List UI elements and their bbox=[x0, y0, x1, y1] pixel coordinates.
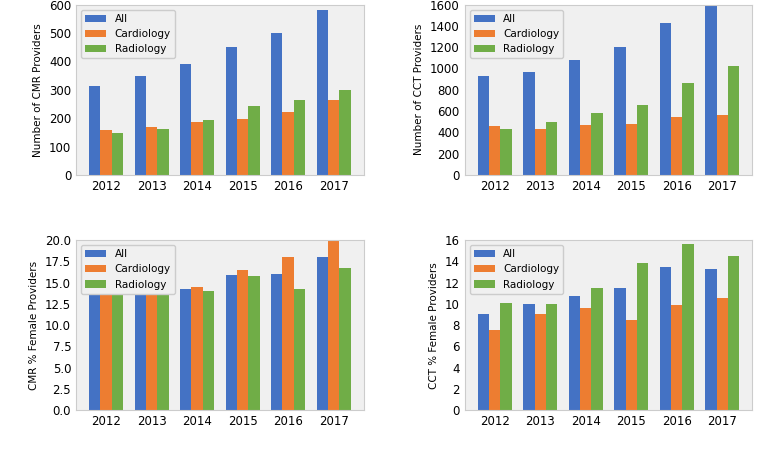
Bar bbox=[237, 270, 249, 410]
Bar bbox=[614, 47, 625, 175]
Bar bbox=[728, 66, 739, 175]
Bar bbox=[89, 86, 100, 175]
Bar bbox=[717, 115, 728, 175]
Bar bbox=[340, 268, 351, 410]
Bar bbox=[489, 126, 500, 175]
Bar bbox=[192, 123, 203, 175]
Bar bbox=[500, 129, 511, 175]
Bar bbox=[546, 122, 557, 175]
Bar bbox=[100, 129, 112, 175]
Bar bbox=[157, 129, 169, 175]
Bar bbox=[568, 60, 580, 175]
Bar bbox=[637, 105, 648, 175]
Bar bbox=[203, 120, 214, 175]
Bar bbox=[328, 236, 340, 410]
Bar bbox=[100, 270, 112, 410]
Bar bbox=[477, 314, 489, 410]
Bar bbox=[237, 119, 249, 175]
Bar bbox=[568, 296, 580, 410]
Bar bbox=[135, 283, 146, 410]
Bar bbox=[283, 257, 294, 410]
Bar bbox=[534, 314, 546, 410]
Bar bbox=[682, 244, 694, 410]
Bar bbox=[328, 100, 340, 175]
Bar bbox=[477, 76, 489, 175]
Bar bbox=[625, 320, 637, 410]
Bar bbox=[625, 124, 637, 175]
Bar bbox=[489, 331, 500, 410]
Bar bbox=[112, 293, 123, 410]
Bar bbox=[671, 117, 682, 175]
Bar bbox=[146, 127, 157, 175]
Bar bbox=[249, 276, 260, 410]
Bar bbox=[660, 267, 671, 410]
Bar bbox=[317, 257, 328, 410]
Bar bbox=[591, 113, 603, 175]
Bar bbox=[317, 10, 328, 175]
Legend: All, Cardiology, Radiology: All, Cardiology, Radiology bbox=[81, 10, 175, 59]
Bar bbox=[249, 106, 260, 175]
Bar bbox=[705, 0, 717, 175]
Bar bbox=[112, 133, 123, 175]
Y-axis label: CCT % Female Providers: CCT % Female Providers bbox=[429, 262, 439, 388]
Y-axis label: CMR % Female Providers: CMR % Female Providers bbox=[30, 261, 40, 390]
Bar bbox=[271, 274, 283, 410]
Bar bbox=[146, 287, 157, 410]
Y-axis label: Number of CCT Providers: Number of CCT Providers bbox=[414, 24, 424, 156]
Legend: All, Cardiology, Radiology: All, Cardiology, Radiology bbox=[470, 245, 563, 294]
Bar bbox=[591, 288, 603, 410]
Bar bbox=[637, 263, 648, 410]
Bar bbox=[717, 299, 728, 410]
Bar bbox=[294, 290, 306, 410]
Bar bbox=[180, 290, 192, 410]
Bar bbox=[294, 100, 306, 175]
Y-axis label: Number of CMR Providers: Number of CMR Providers bbox=[33, 23, 43, 156]
Bar bbox=[682, 83, 694, 175]
Bar bbox=[271, 33, 283, 175]
Bar bbox=[203, 291, 214, 410]
Bar bbox=[660, 23, 671, 175]
Bar bbox=[283, 112, 294, 175]
Bar bbox=[728, 256, 739, 410]
Bar bbox=[614, 288, 625, 410]
Bar bbox=[340, 90, 351, 175]
Bar bbox=[523, 72, 534, 175]
Bar bbox=[671, 305, 682, 410]
Bar bbox=[192, 287, 203, 410]
Bar bbox=[89, 276, 100, 410]
Legend: All, Cardiology, Radiology: All, Cardiology, Radiology bbox=[470, 10, 563, 59]
Bar bbox=[705, 269, 717, 410]
Bar bbox=[546, 304, 557, 410]
Bar bbox=[180, 64, 192, 175]
Bar bbox=[580, 308, 591, 410]
Bar bbox=[226, 47, 237, 175]
Bar bbox=[523, 304, 534, 410]
Bar bbox=[135, 76, 146, 175]
Bar bbox=[500, 303, 511, 410]
Bar bbox=[226, 275, 237, 410]
Bar bbox=[157, 285, 169, 410]
Bar bbox=[580, 125, 591, 175]
Legend: All, Cardiology, Radiology: All, Cardiology, Radiology bbox=[81, 245, 175, 294]
Bar bbox=[534, 129, 546, 175]
